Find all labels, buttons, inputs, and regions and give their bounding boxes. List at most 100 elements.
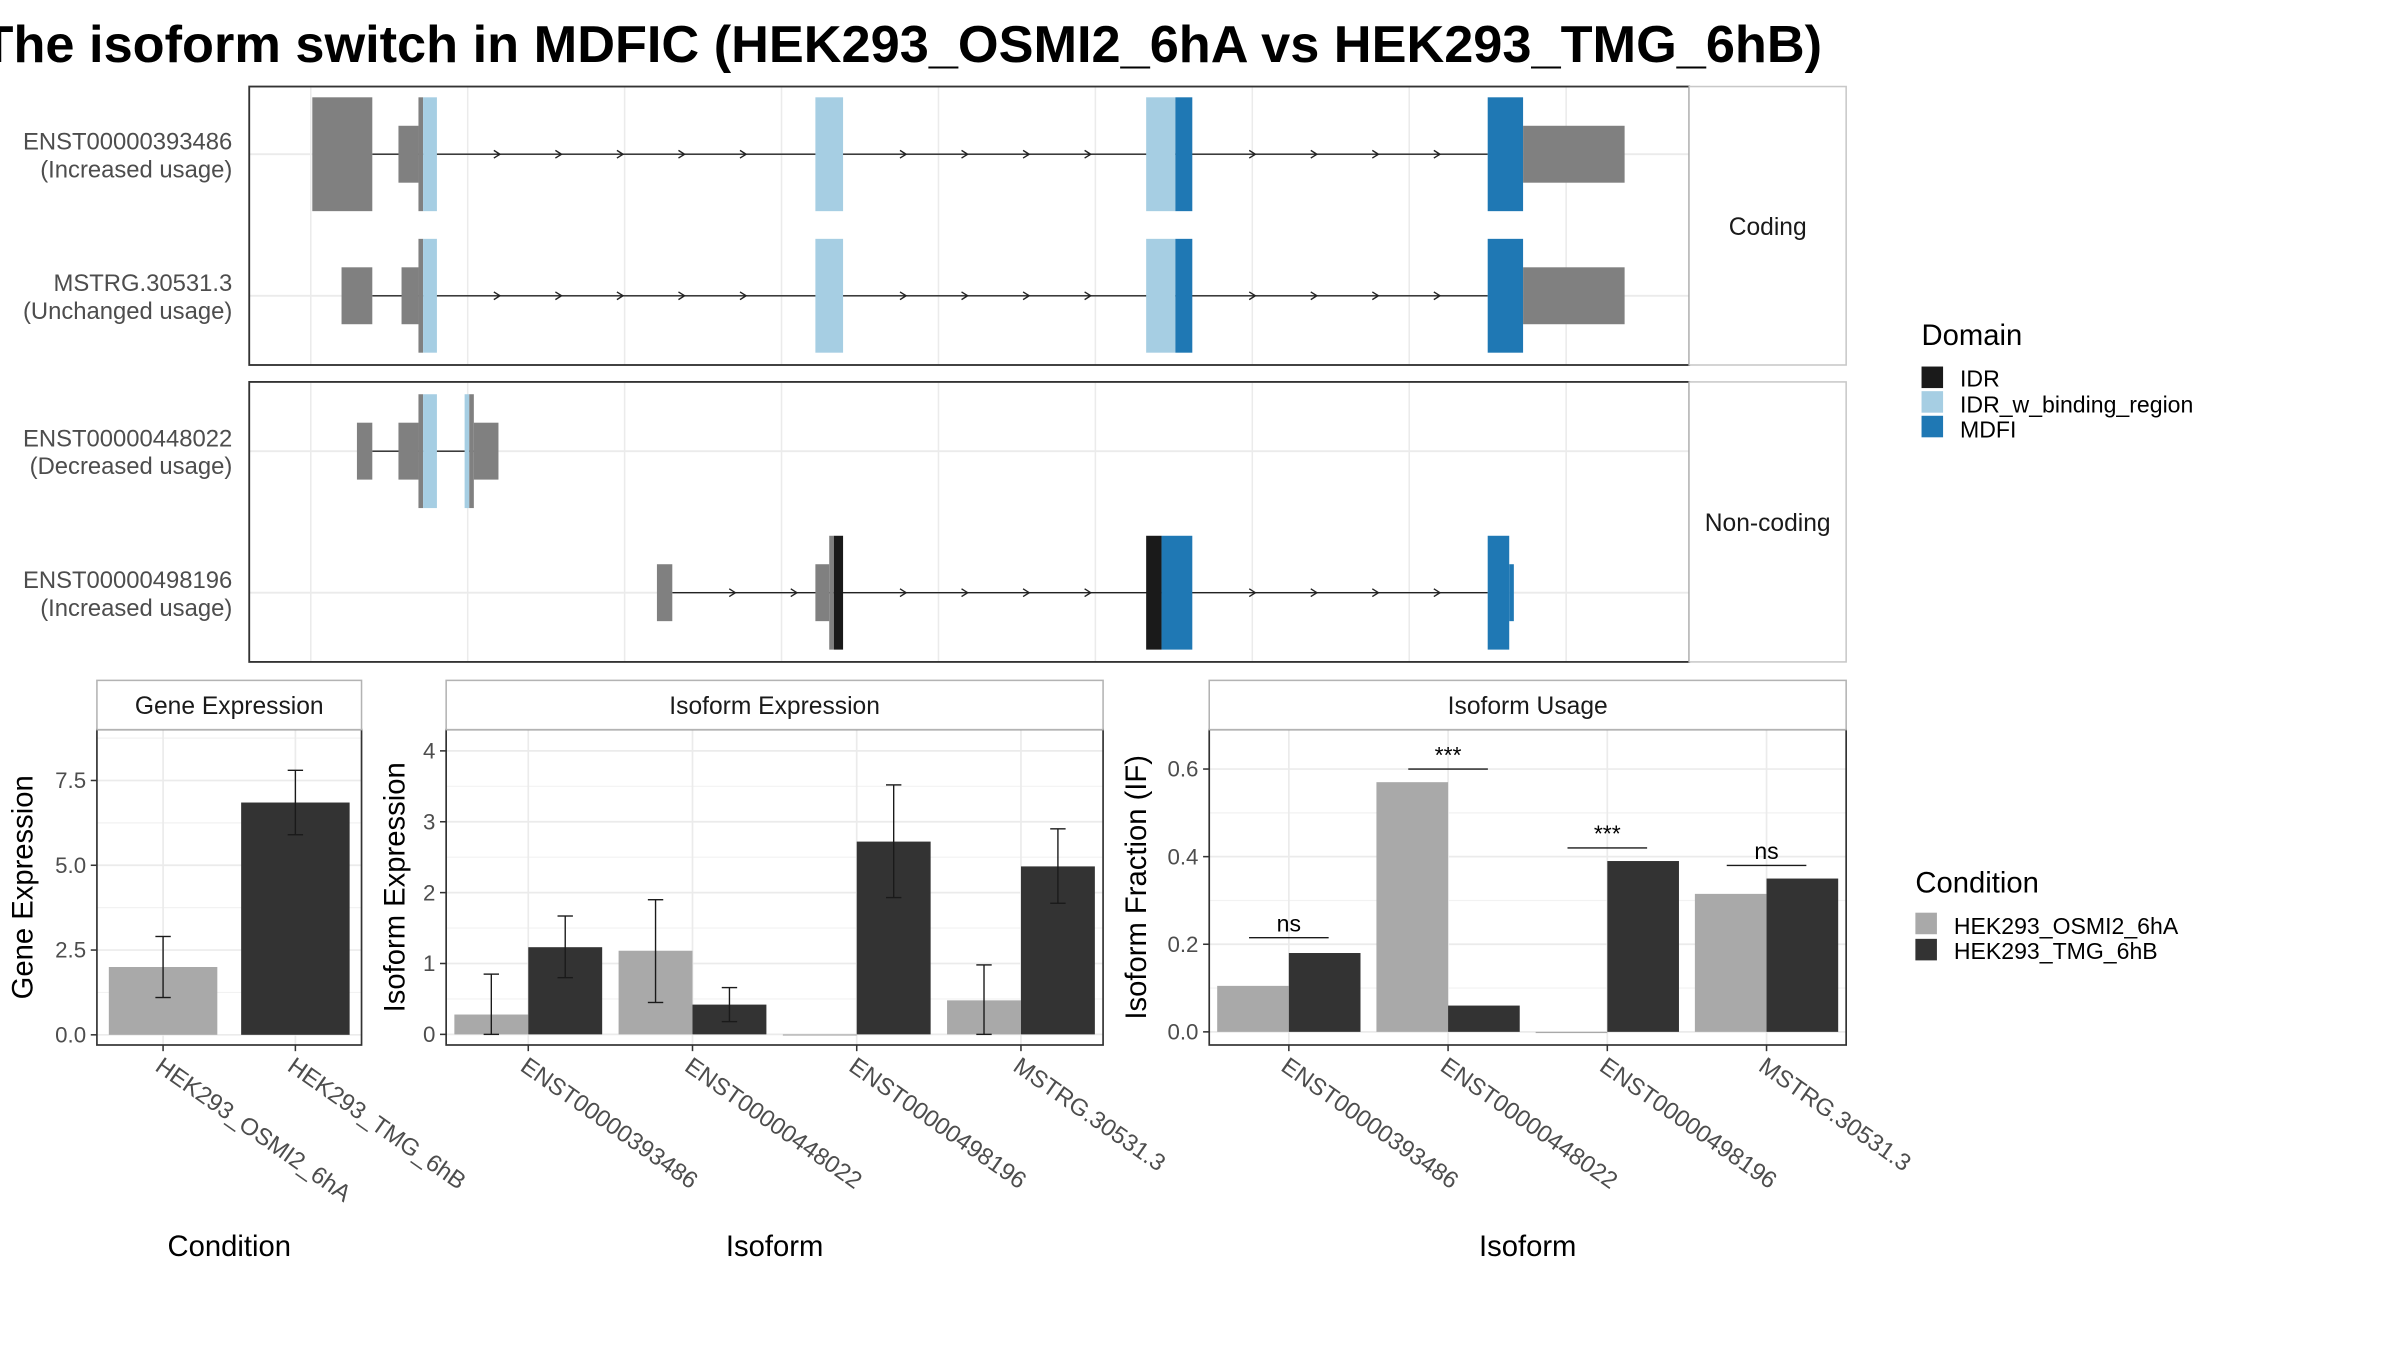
facet-strip-label: Coding xyxy=(1729,214,1807,241)
exon-domain-idr-w-binding-region xyxy=(815,238,844,353)
exon xyxy=(829,535,834,650)
exon-domain-idr xyxy=(833,535,844,650)
exon xyxy=(656,564,673,622)
exon xyxy=(473,422,499,480)
transcript-facet-bg xyxy=(249,86,1690,366)
transcript-id: MSTRG.30531.3 xyxy=(54,270,233,297)
transcript-usage-note: (Decreased usage) xyxy=(30,453,233,480)
panel-strip xyxy=(445,679,1104,731)
exon xyxy=(401,267,419,325)
exon-domain-mdfi xyxy=(1175,97,1193,212)
figure-title: The isoform switch in MDFIC (HEK293_OSMI… xyxy=(0,16,1822,74)
x-axis-label: Isoform xyxy=(1479,1231,1576,1263)
intron-arrow xyxy=(728,588,737,598)
transcript-usage-note: (Increased usage) xyxy=(40,156,232,183)
transcript-mstrg-30531-3: MSTRG.30531.3(Unchanged usage) xyxy=(23,238,1625,353)
bar xyxy=(1607,861,1679,1032)
legend-label-IDR: IDR xyxy=(1960,366,2000,392)
exon xyxy=(341,267,373,325)
legend-label-HEK293-OSMI2-6hA: HEK293_OSMI2_6hA xyxy=(1954,913,2179,939)
exon-domain-idr-w-binding-region xyxy=(423,238,437,353)
exon xyxy=(418,238,424,353)
bar xyxy=(241,802,350,1035)
domain-legend: Domain IDR IDR_w_binding_region MDFI xyxy=(1921,320,2193,442)
intron-arrow xyxy=(1022,149,1031,159)
significance-label: ns xyxy=(1754,838,1778,864)
exon-domain-idr-w-binding-region xyxy=(1146,238,1176,353)
x-axis-label: Isoform xyxy=(726,1231,823,1263)
y-tick-label: 1 xyxy=(423,951,435,976)
intron-arrow xyxy=(493,291,502,301)
bar xyxy=(1535,1031,1608,1034)
panel-title: Isoform Usage xyxy=(1448,693,1608,720)
significance-label: *** xyxy=(1435,742,1462,768)
intron-arrow xyxy=(1248,149,1257,159)
intron-arrow xyxy=(1371,291,1380,301)
y-axis-label: Gene Expression xyxy=(7,775,39,999)
exon-domain-idr-w-binding-region xyxy=(423,394,437,509)
intron-arrow xyxy=(1371,149,1380,159)
x-tick-label: ENST00000393486 xyxy=(516,1052,703,1194)
intron-arrow xyxy=(1433,149,1442,159)
legend-key-IDR-w-binding-region xyxy=(1921,391,1944,413)
exon-domain-mdfi xyxy=(1487,535,1510,650)
panel-strip xyxy=(96,679,363,731)
intron-arrow xyxy=(678,149,686,159)
exon-domain-mdfi xyxy=(1487,97,1524,212)
intron-arrow xyxy=(790,588,799,598)
exon-domain-mdfi xyxy=(1487,238,1524,353)
y-tick-label: 2.5 xyxy=(55,938,86,963)
condition-legend: Condition HEK293_OSMI2_6hA HEK293_TMG_6h… xyxy=(1915,868,2179,964)
y-tick-label: 0.4 xyxy=(1167,844,1198,869)
intron-arrow xyxy=(899,588,908,598)
intron-arrow xyxy=(899,291,908,301)
significance-label: *** xyxy=(1594,821,1621,847)
bar-chart-isoform-expression: Isoform Expression 0 1 2 3 4 Isoform Expressio… xyxy=(380,679,1170,1263)
exon-domain-idr-w-binding-region xyxy=(1146,97,1176,212)
exon xyxy=(469,394,474,509)
exon xyxy=(1523,267,1625,325)
intron-arrow xyxy=(961,149,969,159)
intron-arrow xyxy=(1022,291,1031,301)
transcript-id: ENST00000393486 xyxy=(23,129,232,156)
transcript-id: ENST00000448022 xyxy=(23,426,232,453)
x-tick-label: MSTRG.30531.3 xyxy=(1754,1052,1916,1177)
transcript-usage-note: (Increased usage) xyxy=(40,595,232,622)
legend-label-HEK293-TMG-6hB: HEK293_TMG_6hB xyxy=(1954,938,2158,964)
intron-arrow xyxy=(555,291,563,301)
exon-domain-mdfi xyxy=(1161,535,1193,650)
legend-key-HEK293-TMG-6hB xyxy=(1915,938,1937,961)
intron-arrow xyxy=(1084,149,1093,159)
intron-arrow xyxy=(961,291,969,301)
legend-key-MDFI xyxy=(1921,415,1944,438)
legend-label-IDR-w-binding-region: IDR_w_binding_region xyxy=(1960,392,2193,418)
y-tick-label: 0 xyxy=(423,1022,435,1047)
intron-arrow xyxy=(616,149,625,159)
intron-arrow xyxy=(1310,588,1319,598)
panel-title: Isoform Expression xyxy=(669,693,880,720)
transcript-usage-note: (Unchanged usage) xyxy=(23,298,232,325)
condition-legend-title: Condition xyxy=(1915,868,2038,900)
facet-strip-label: Non-coding xyxy=(1705,510,1831,537)
significance-label: ns xyxy=(1277,911,1301,937)
exon xyxy=(312,97,373,212)
y-tick-label: 0.6 xyxy=(1167,757,1198,782)
x-axis-label: Condition xyxy=(168,1231,291,1263)
x-tick-label: ENST00000498196 xyxy=(844,1052,1031,1194)
exon-domain-mdfi xyxy=(1175,238,1193,353)
bar xyxy=(1288,953,1361,1032)
intron-arrow xyxy=(739,149,748,159)
exon xyxy=(398,125,419,183)
intron-arrow xyxy=(1084,291,1093,301)
exon-domain-idr-w-binding-region xyxy=(815,97,844,212)
intron-arrow xyxy=(678,291,686,301)
bar xyxy=(1376,782,1449,1032)
exon-domain-mdfi xyxy=(1509,564,1514,622)
intron-arrow xyxy=(1433,588,1442,598)
y-tick-label: 7.5 xyxy=(55,768,86,793)
exon xyxy=(418,97,424,212)
intron-arrow xyxy=(1248,588,1257,598)
x-tick-label: MSTRG.30531.3 xyxy=(1008,1052,1170,1177)
intron-arrow xyxy=(1084,588,1093,598)
legend-key-HEK293-OSMI2-6hA xyxy=(1915,912,1937,935)
